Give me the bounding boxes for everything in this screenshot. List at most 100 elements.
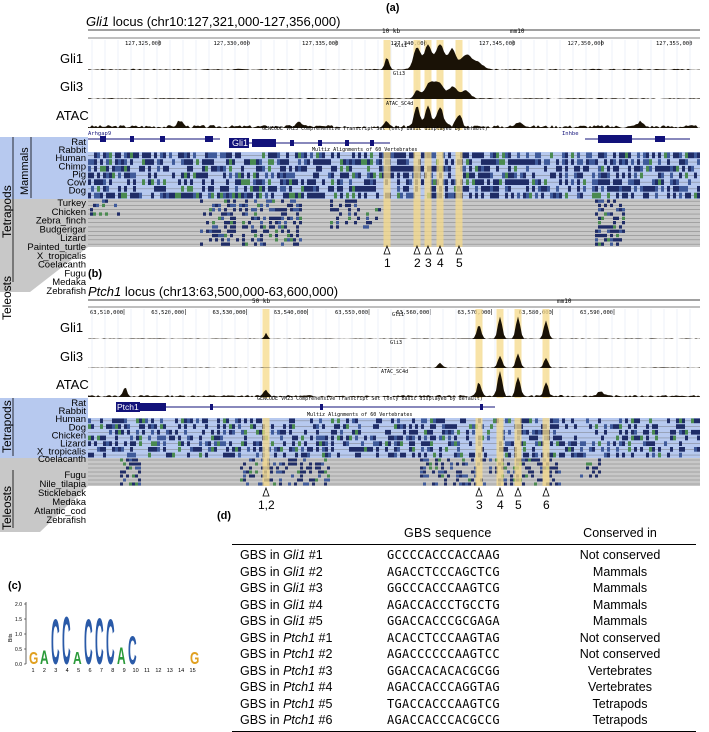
align-block [556,192,559,199]
align-block [206,229,209,233]
align-block [358,186,361,192]
align-block [346,418,349,424]
align-block [196,159,199,165]
align-block [227,221,230,225]
align-block [209,229,212,233]
align-block [634,424,637,429]
align-block [187,172,190,179]
align-block [299,216,302,220]
align-block [466,152,469,159]
align-block [451,179,454,185]
align-block [592,466,595,470]
align-block [646,435,649,441]
align-block [535,159,538,165]
align-block [296,203,299,208]
align-block [421,424,424,429]
align-block [679,429,682,435]
align-block [643,152,646,159]
align-block [346,192,349,199]
species-label: Dog [69,422,86,433]
align-block [451,429,454,435]
align-block [100,447,103,452]
align-block [456,474,459,478]
align-block [260,238,263,242]
align-block [610,229,613,233]
panel-b-gene-main: Ptch1 [117,402,139,412]
logo-letter: C [128,629,137,674]
align-block [673,179,676,185]
align-block [592,441,595,446]
align-block [181,159,184,165]
align-block [562,159,565,165]
align-block [268,159,271,165]
align-block [269,233,272,238]
align-block [532,447,535,452]
align-block [309,470,312,474]
align-block [154,172,157,179]
align-block [287,216,290,220]
logo-position: 9 [123,668,126,674]
align-block [327,478,330,482]
align-block [540,466,543,470]
align-block [306,482,309,486]
align-block [444,470,447,474]
species-label: Zebra_finch [36,216,86,227]
align-block [340,159,343,165]
align-block [532,429,535,435]
align-block [187,192,190,199]
align-block [328,452,331,458]
align-block [622,172,625,179]
align-block [652,447,655,452]
align-block [299,221,302,225]
align-block [348,208,351,212]
logo-ytick: 2.0 [15,602,22,608]
align-block [178,447,181,452]
align-block [514,179,517,185]
align-block [490,172,493,179]
align-block [224,212,227,216]
align-block [263,242,266,246]
align-block [346,159,349,165]
align-block [91,424,94,429]
align-block [226,452,229,458]
align-block [697,192,700,199]
align-block [211,192,214,199]
align-block [510,482,513,486]
species-label: Zebrafish [46,286,86,297]
align-block [366,216,369,220]
panel-b-multiz: Multiz Alignments of 60 Vertebrates [307,412,412,418]
align-block [409,429,412,435]
align-block [544,165,547,172]
align-block [676,165,679,172]
align-block [154,152,157,159]
align-block [181,192,184,199]
align-block [316,172,319,179]
align-block [283,186,286,192]
align-block [289,172,292,179]
align-block [397,435,400,441]
align-block [243,462,246,466]
align-block [240,466,243,470]
align-block [459,482,462,486]
align-block [529,418,532,424]
align-block [370,186,373,192]
align-block [109,172,112,179]
panel-b-browser: 50 kb mm10 63,510,000 63,520,000 63,530,00… [56,298,700,512]
align-block [376,192,379,199]
align-block [296,212,299,216]
align-block [472,424,475,429]
align-block [523,452,526,458]
align-block [688,152,691,159]
align-block [496,159,499,165]
gbs-highlight [383,40,391,130]
align-block [340,172,343,179]
align-block [349,159,352,165]
align-block [640,435,643,441]
align-block [691,165,694,172]
align-block [286,159,289,165]
table-row: GBS in Ptch1 #3 GGACCACACACGCGG Vertebrate… [232,663,696,679]
align-block [472,152,475,159]
align-block [200,242,203,246]
align-block [217,192,220,199]
align-block [106,424,109,429]
